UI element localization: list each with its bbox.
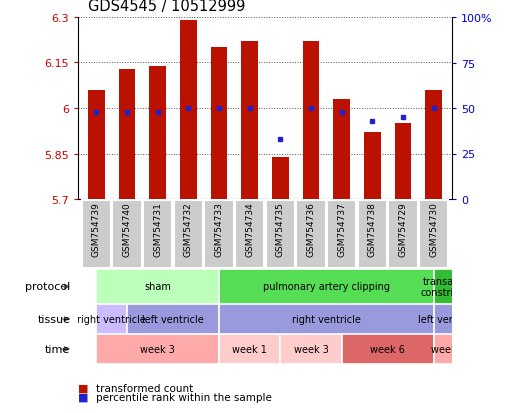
FancyBboxPatch shape: [96, 269, 219, 304]
Text: transaortic
constriction: transaortic constriction: [420, 276, 478, 298]
Text: transformed count: transformed count: [96, 383, 193, 393]
Text: GSM754740: GSM754740: [123, 202, 131, 256]
FancyBboxPatch shape: [235, 201, 264, 268]
Text: week 3: week 3: [140, 344, 175, 354]
Text: GSM754738: GSM754738: [368, 202, 377, 256]
FancyBboxPatch shape: [342, 334, 433, 364]
FancyBboxPatch shape: [173, 201, 203, 268]
FancyBboxPatch shape: [219, 334, 280, 364]
Text: GSM754736: GSM754736: [306, 202, 315, 256]
Text: pulmonary artery clipping: pulmonary artery clipping: [263, 282, 390, 292]
Bar: [119, 69, 135, 199]
Text: tissue: tissue: [37, 314, 70, 324]
Text: GSM754735: GSM754735: [276, 202, 285, 256]
FancyBboxPatch shape: [358, 201, 387, 268]
Text: protocol: protocol: [25, 282, 70, 292]
Bar: [364, 133, 381, 199]
Bar: [88, 90, 105, 199]
Bar: [272, 157, 289, 199]
Bar: [333, 100, 350, 199]
Bar: [394, 124, 411, 199]
Text: GSM754729: GSM754729: [399, 202, 407, 256]
Bar: [241, 42, 258, 199]
Text: time: time: [45, 344, 70, 354]
Bar: [180, 21, 197, 199]
FancyBboxPatch shape: [433, 334, 464, 364]
FancyBboxPatch shape: [96, 334, 219, 364]
FancyBboxPatch shape: [112, 201, 142, 268]
Text: percentile rank within the sample: percentile rank within the sample: [96, 392, 272, 402]
Text: GDS4545 / 10512999: GDS4545 / 10512999: [88, 0, 246, 14]
Text: left ventricle: left ventricle: [418, 314, 480, 324]
Text: GSM754734: GSM754734: [245, 202, 254, 256]
FancyBboxPatch shape: [388, 201, 418, 268]
FancyBboxPatch shape: [266, 201, 295, 268]
FancyBboxPatch shape: [219, 269, 433, 304]
Text: week 3: week 3: [431, 344, 466, 354]
Bar: [149, 66, 166, 199]
Text: GSM754737: GSM754737: [337, 202, 346, 256]
Text: left ventricle: left ventricle: [142, 314, 204, 324]
Text: sham: sham: [144, 282, 171, 292]
FancyBboxPatch shape: [96, 304, 127, 334]
Bar: [303, 42, 320, 199]
FancyBboxPatch shape: [219, 304, 433, 334]
FancyBboxPatch shape: [204, 201, 234, 268]
Text: GSM754730: GSM754730: [429, 202, 438, 256]
Text: week 3: week 3: [293, 344, 328, 354]
Text: GSM754731: GSM754731: [153, 202, 162, 256]
FancyBboxPatch shape: [327, 201, 357, 268]
Text: GSM754739: GSM754739: [92, 202, 101, 256]
FancyBboxPatch shape: [143, 201, 172, 268]
FancyBboxPatch shape: [127, 304, 219, 334]
Text: week 1: week 1: [232, 344, 267, 354]
Text: week 6: week 6: [370, 344, 405, 354]
FancyBboxPatch shape: [419, 201, 448, 268]
Bar: [425, 90, 442, 199]
FancyBboxPatch shape: [433, 269, 464, 304]
FancyBboxPatch shape: [297, 201, 326, 268]
FancyBboxPatch shape: [433, 304, 464, 334]
Bar: [210, 48, 227, 199]
FancyBboxPatch shape: [280, 334, 342, 364]
Text: right ventricle: right ventricle: [77, 314, 146, 324]
Text: ■: ■: [78, 392, 89, 402]
Text: ■: ■: [78, 383, 89, 393]
FancyBboxPatch shape: [82, 201, 111, 268]
Text: GSM754733: GSM754733: [214, 202, 224, 256]
Text: GSM754732: GSM754732: [184, 202, 193, 256]
Text: right ventricle: right ventricle: [292, 314, 361, 324]
